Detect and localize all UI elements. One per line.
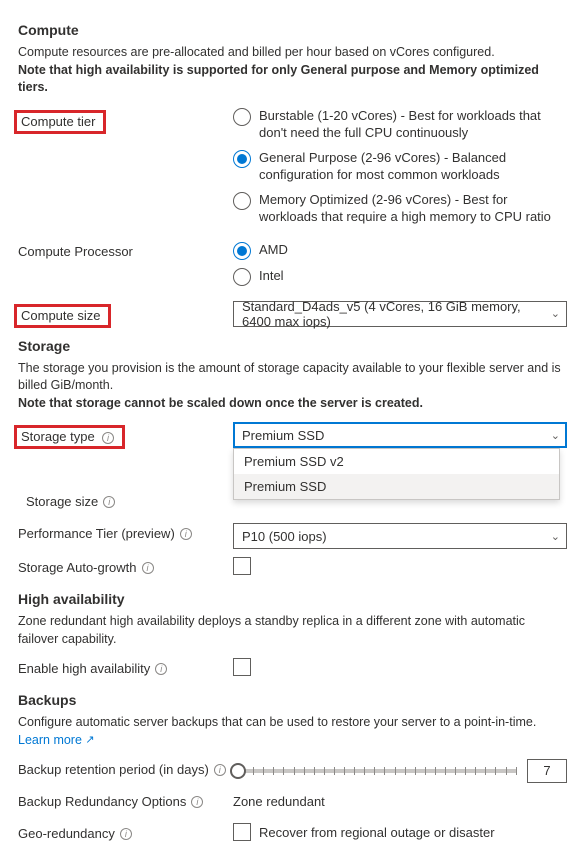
compute-processor-label: Compute Processor xyxy=(18,241,233,259)
backup-redundancy-label: Backup Redundancy Options i xyxy=(18,791,233,809)
compute-tier-label: Compute tier xyxy=(14,110,106,134)
compute-tier-general[interactable]: General Purpose (2-96 vCores) - Balanced… xyxy=(233,149,567,184)
compute-size-select[interactable]: Standard_D4ads_v5 (4 vCores, 16 GiB memo… xyxy=(233,301,567,327)
backups-heading: Backups xyxy=(18,692,567,708)
geo-redundancy-label-text: Geo-redundancy xyxy=(18,826,115,841)
backup-redundancy-value: Zone redundant xyxy=(233,791,567,809)
compute-desc-l2: Note that high availability is supported… xyxy=(18,63,539,95)
perf-tier-value: P10 (500 iops) xyxy=(242,529,327,544)
storage-type-value: Premium SSD xyxy=(242,428,324,443)
ha-enable-label-text: Enable high availability xyxy=(18,661,150,676)
chevron-down-icon: ⌄ xyxy=(551,530,560,543)
storage-desc-l1: The storage you provision is the amount … xyxy=(18,361,561,393)
backup-retention-input[interactable]: 7 xyxy=(527,759,567,783)
learn-more-text: Learn more xyxy=(18,733,82,747)
info-icon[interactable]: i xyxy=(180,528,192,540)
info-icon[interactable]: i xyxy=(103,496,115,508)
compute-processor-amd-label: AMD xyxy=(259,241,288,259)
radio-icon xyxy=(233,242,251,260)
storage-autogrowth-label: Storage Auto-growth i xyxy=(18,557,233,575)
storage-heading: Storage xyxy=(18,338,567,354)
ha-heading: High availability xyxy=(18,591,567,607)
info-icon[interactable]: i xyxy=(214,764,226,776)
geo-redundancy-checkbox[interactable] xyxy=(233,823,251,841)
compute-tier-burstable-label: Burstable (1-20 vCores) - Best for workl… xyxy=(259,107,567,142)
compute-description: Compute resources are pre-allocated and … xyxy=(18,44,567,97)
ha-enable-checkbox[interactable] xyxy=(233,658,251,676)
storage-autogrowth-checkbox[interactable] xyxy=(233,557,251,575)
chevron-down-icon: ⌄ xyxy=(551,307,560,320)
perf-tier-label: Performance Tier (preview) i xyxy=(18,523,233,541)
storage-size-label: Storage size i xyxy=(18,491,233,509)
perf-tier-label-text: Performance Tier (preview) xyxy=(18,526,175,541)
storage-type-label: Storage type xyxy=(21,429,95,444)
radio-icon xyxy=(233,108,251,126)
backup-retention-label-text: Backup retention period (in days) xyxy=(18,762,209,777)
storage-desc-l2: Note that storage cannot be scaled down … xyxy=(18,396,423,410)
radio-icon xyxy=(233,150,251,168)
ha-description: Zone redundant high availability deploys… xyxy=(18,613,567,648)
radio-icon xyxy=(233,192,251,210)
storage-type-option-ssd[interactable]: Premium SSD xyxy=(234,474,559,499)
backups-description: Configure automatic server backups that … xyxy=(18,714,567,749)
geo-redundancy-text: Recover from regional outage or disaster xyxy=(259,825,495,840)
storage-type-dropdown: Premium SSD v2 Premium SSD xyxy=(233,448,560,500)
storage-type-option-ssdv2[interactable]: Premium SSD v2 xyxy=(234,449,559,474)
backups-desc-text: Configure automatic server backups that … xyxy=(18,715,536,729)
external-link-icon: ↗ xyxy=(85,733,94,748)
compute-tier-general-label: General Purpose (2-96 vCores) - Balanced… xyxy=(259,149,567,184)
storage-size-label-text: Storage size xyxy=(26,494,98,509)
info-icon[interactable]: i xyxy=(191,796,203,808)
info-icon[interactable]: i xyxy=(155,663,167,675)
compute-processor-intel-label: Intel xyxy=(259,267,284,285)
perf-tier-select[interactable]: P10 (500 iops) ⌄ xyxy=(233,523,567,549)
backup-retention-label: Backup retention period (in days) i xyxy=(18,759,233,777)
compute-tier-memory-label: Memory Optimized (2-96 vCores) - Best fo… xyxy=(259,191,567,226)
compute-desc-l1: Compute resources are pre-allocated and … xyxy=(18,45,495,59)
compute-processor-amd[interactable]: AMD xyxy=(233,241,567,260)
compute-size-value: Standard_D4ads_v5 (4 vCores, 16 GiB memo… xyxy=(242,299,551,329)
info-icon[interactable]: i xyxy=(142,562,154,574)
storage-description: The storage you provision is the amount … xyxy=(18,360,567,413)
compute-tier-burstable[interactable]: Burstable (1-20 vCores) - Best for workl… xyxy=(233,107,567,142)
learn-more-link[interactable]: Learn more ↗ xyxy=(18,733,95,747)
geo-redundancy-label: Geo-redundancy i xyxy=(18,823,233,841)
slider-thumb[interactable] xyxy=(230,763,246,779)
radio-icon xyxy=(233,268,251,286)
chevron-down-icon: ⌄ xyxy=(551,429,560,442)
compute-size-label: Compute size xyxy=(14,304,111,328)
storage-type-select[interactable]: Premium SSD ⌄ xyxy=(233,422,567,448)
backup-redundancy-label-text: Backup Redundancy Options xyxy=(18,794,186,809)
compute-heading: Compute xyxy=(18,22,567,38)
info-icon[interactable]: i xyxy=(120,828,132,840)
compute-tier-memory[interactable]: Memory Optimized (2-96 vCores) - Best fo… xyxy=(233,191,567,226)
storage-type-label-box: Storage type i xyxy=(14,425,125,449)
ha-enable-label: Enable high availability i xyxy=(18,658,233,676)
compute-processor-intel[interactable]: Intel xyxy=(233,267,567,286)
backup-retention-slider[interactable] xyxy=(233,769,517,773)
info-icon[interactable]: i xyxy=(102,432,114,444)
storage-autogrowth-label-text: Storage Auto-growth xyxy=(18,560,137,575)
